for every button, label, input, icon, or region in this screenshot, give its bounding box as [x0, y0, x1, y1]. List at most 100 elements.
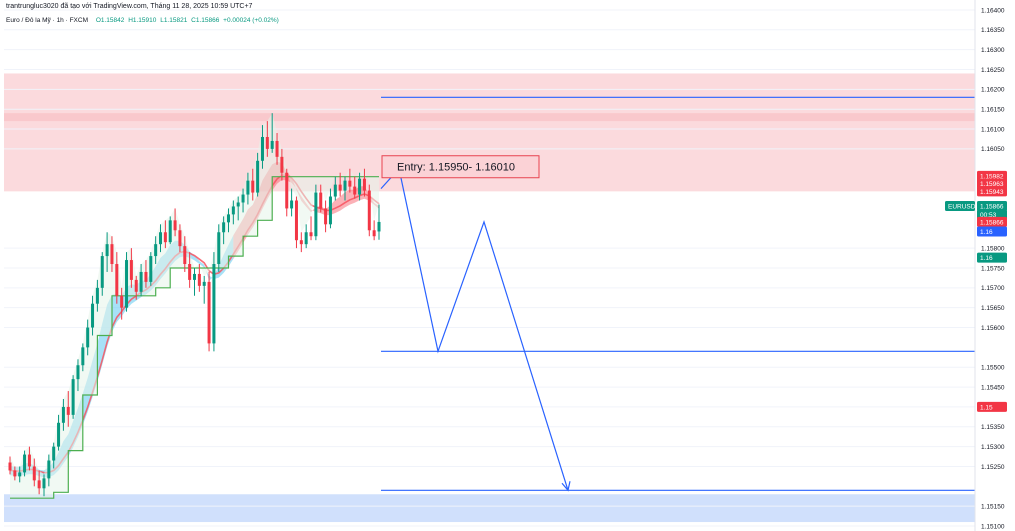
- y-tick-label: 1.15800: [981, 245, 1005, 252]
- candle-body: [202, 281, 206, 286]
- ohlc-open: O1.15842: [95, 17, 125, 24]
- candle-body: [23, 454, 27, 473]
- y-tick-label: 1.16300: [981, 47, 1005, 54]
- y-tick-label: 1.16250: [981, 67, 1005, 74]
- supply-zone-inner: [4, 113, 975, 122]
- candle-body: [139, 271, 143, 292]
- candle-body: [372, 230, 376, 237]
- candle-body: [319, 192, 323, 209]
- candle-body: [134, 279, 138, 292]
- candle-body: [353, 186, 357, 195]
- candle-body: [13, 470, 17, 477]
- candle-body: [290, 200, 294, 209]
- candle-body: [32, 466, 36, 481]
- y-tick-label: 1.16150: [981, 106, 1005, 113]
- candle-body: [270, 140, 274, 149]
- y-tick-label: 1.16400: [981, 7, 1005, 14]
- candle-body: [173, 220, 177, 231]
- levels-layer: [381, 96, 975, 491]
- price-tag-bg: [977, 178, 1007, 189]
- y-tick-label: 1.15600: [981, 325, 1005, 332]
- candle-body: [241, 194, 245, 203]
- candle-body: [129, 260, 133, 280]
- candle-body: [367, 190, 371, 231]
- candle-body: [217, 232, 221, 265]
- trail-line: [10, 176, 379, 499]
- candle-body: [144, 271, 148, 282]
- candle-body: [159, 232, 163, 245]
- candle-body: [343, 180, 347, 191]
- ohlc-low: L1.15821: [160, 17, 188, 24]
- candle-body: [71, 379, 75, 415]
- zones-layer: [4, 73, 975, 523]
- indicator-layer: [9, 113, 380, 499]
- candle-body: [105, 244, 109, 257]
- y-tick-label: 1.16350: [981, 27, 1005, 34]
- price-tag-label: EURUSD: [948, 203, 976, 210]
- entry-label: Entry: 1.15950- 1.16010: [397, 162, 515, 174]
- candle-body: [231, 206, 235, 215]
- price-axis[interactable]: 1.164001.163501.163001.162501.162001.161…: [974, 0, 1005, 531]
- projection-path: [380, 167, 569, 491]
- ohlc-high: H1.15910: [128, 17, 157, 24]
- price-tag-label: 1.15866: [980, 219, 1004, 226]
- y-tick-label: 1.15500: [981, 365, 1005, 372]
- candles-layer: [8, 113, 381, 497]
- y-tick-label: 1.15450: [981, 384, 1005, 391]
- candle-body: [338, 184, 342, 191]
- candle-body: [27, 454, 31, 467]
- candle-body: [154, 244, 158, 257]
- projection-layer: [380, 167, 571, 492]
- candle-body: [66, 406, 70, 415]
- candle-body: [251, 180, 255, 193]
- candle-body: [285, 172, 289, 209]
- candle-body: [377, 221, 381, 232]
- symbol-line: Euro / Đô la Mỹ · 1h · FXCM O1.15842 H1.…: [6, 17, 279, 24]
- y-tick-label: 1.16100: [981, 126, 1005, 133]
- price-tag-bg: [977, 201, 1007, 212]
- price-tag-label: 1.15866: [980, 203, 1004, 210]
- y-tick-label: 1.16050: [981, 146, 1005, 153]
- candle-body: [294, 200, 298, 241]
- candle-body: [275, 140, 279, 157]
- attribution-text: trantrungluc3020 đã tạo với TradingView.…: [6, 3, 253, 10]
- y-tick-label: 1.15250: [981, 464, 1005, 471]
- candle-body: [81, 347, 85, 366]
- price-tag-bg: [977, 170, 1007, 181]
- candle-body: [86, 327, 90, 348]
- candle-body: [61, 406, 65, 423]
- candle-body: [197, 273, 201, 286]
- price-tag-label: 00:53: [980, 212, 997, 219]
- entry-box[interactable]: [381, 155, 540, 179]
- candle-body: [260, 136, 264, 161]
- projection-arrowhead: [561, 481, 571, 492]
- price-tag-bg: [977, 252, 1007, 263]
- candle-body: [91, 303, 95, 328]
- candle-body: [246, 180, 250, 195]
- y-tick-label: 1.15100: [981, 523, 1005, 530]
- ohlc-change: +0.00024 (+0.02%): [223, 17, 279, 24]
- price-tag-bg: [977, 186, 1007, 197]
- candle-body: [299, 240, 303, 245]
- candle-body: [265, 136, 269, 149]
- candle-body: [115, 264, 119, 296]
- symbol-name[interactable]: Euro / Đô la Mỹ · 1h · FXCM: [6, 17, 88, 24]
- candle-body: [95, 287, 99, 304]
- candle-body: [226, 214, 230, 223]
- candle-body: [125, 260, 129, 308]
- candle-body: [328, 196, 332, 225]
- price-tag-bg: [945, 201, 975, 212]
- candle-body: [183, 246, 187, 265]
- candle-body: [309, 232, 313, 237]
- y-tick-label: 1.15650: [981, 305, 1005, 312]
- price-tag-bg: [977, 226, 1007, 237]
- candle-body: [18, 472, 22, 477]
- candle-body: [8, 462, 12, 471]
- y-tick-label: 1.15300: [981, 444, 1005, 451]
- candle-body: [192, 273, 197, 280]
- candle-body: [280, 156, 284, 173]
- entry-annotation[interactable]: Entry: 1.15950- 1.16010: [381, 155, 540, 179]
- y-tick-label: 1.15750: [981, 265, 1005, 272]
